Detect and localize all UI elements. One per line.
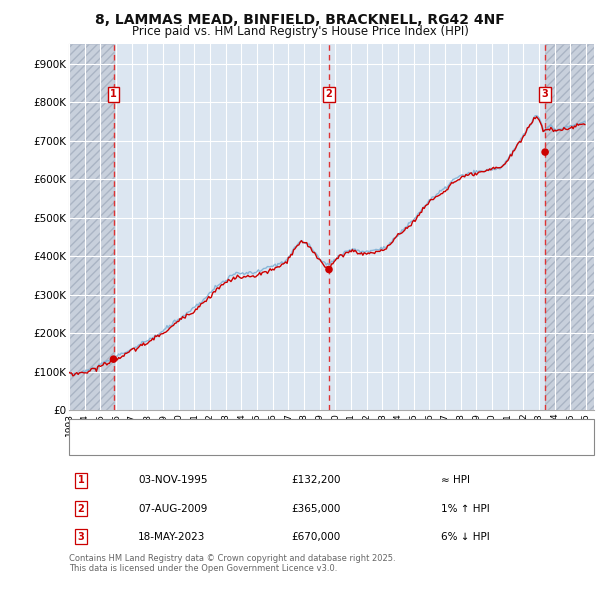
Text: 07-AUG-2009: 07-AUG-2009 [138,504,208,513]
Text: 03-NOV-1995: 03-NOV-1995 [138,476,208,485]
Text: 2: 2 [77,504,85,513]
Text: 18-MAY-2023: 18-MAY-2023 [138,532,205,542]
Text: HPI: Average price, detached house, Bracknell Forest: HPI: Average price, detached house, Brac… [108,440,367,450]
Text: 8, LAMMAS MEAD, BINFIELD, BRACKNELL, RG42 4NF: 8, LAMMAS MEAD, BINFIELD, BRACKNELL, RG4… [95,13,505,27]
Text: 1: 1 [110,89,117,99]
Text: 1% ↑ HPI: 1% ↑ HPI [441,504,490,513]
Text: 1: 1 [77,476,85,485]
Text: ≈ HPI: ≈ HPI [441,476,470,485]
Text: £365,000: £365,000 [291,504,340,513]
Point [109,355,118,364]
Point [541,148,550,157]
Text: £670,000: £670,000 [291,532,340,542]
Text: 3: 3 [77,532,85,542]
Text: £132,200: £132,200 [291,476,341,485]
Text: 3: 3 [542,89,548,99]
Text: Price paid vs. HM Land Registry's House Price Index (HPI): Price paid vs. HM Land Registry's House … [131,25,469,38]
Text: 2: 2 [326,89,332,99]
Text: 6% ↓ HPI: 6% ↓ HPI [441,532,490,542]
Text: 8, LAMMAS MEAD, BINFIELD, BRACKNELL, RG42 4NF (detached house): 8, LAMMAS MEAD, BINFIELD, BRACKNELL, RG4… [108,424,454,434]
Point [324,265,334,274]
Text: Contains HM Land Registry data © Crown copyright and database right 2025.
This d: Contains HM Land Registry data © Crown c… [69,554,395,573]
